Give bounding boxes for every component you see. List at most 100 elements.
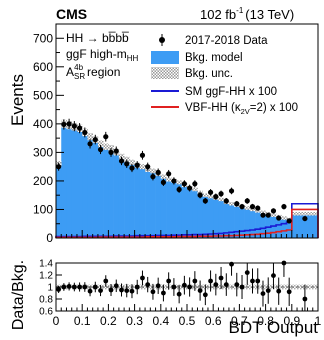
data-point bbox=[124, 161, 130, 167]
ratio-point bbox=[197, 288, 203, 293]
main-x-axis-ticks bbox=[55, 230, 319, 238]
legend-entry-model: Bkg. model bbox=[151, 51, 243, 64]
bkg-unc-band bbox=[312, 212, 319, 216]
legend-model-swatch bbox=[151, 51, 179, 64]
ratio-point bbox=[124, 288, 130, 293]
legend-entry-data: 2017-2018 Data bbox=[159, 34, 268, 47]
bkg-unc-band bbox=[218, 197, 224, 202]
legend-entry-vbf: VBF-HH (κ2V=2) x 100 bbox=[151, 102, 298, 116]
ratio-point bbox=[271, 273, 276, 278]
ratio-point bbox=[176, 291, 182, 297]
legend-entry-ggf: SM ggF-HH x 100 bbox=[151, 86, 277, 98]
data-point bbox=[302, 215, 308, 222]
bkg-model-bar bbox=[97, 143, 104, 238]
bkg-model-bar bbox=[113, 152, 120, 238]
data-point bbox=[129, 165, 135, 171]
data-point bbox=[270, 208, 277, 214]
data-point bbox=[181, 181, 187, 187]
ratio-y-tick-label: 0.6 bbox=[39, 307, 53, 318]
bkg-unc-band bbox=[291, 212, 298, 216]
bkg-model-bar bbox=[139, 166, 146, 238]
bkg-model-bar bbox=[87, 136, 93, 238]
data-point bbox=[66, 121, 72, 127]
ratio-point bbox=[87, 288, 93, 294]
data-point bbox=[260, 212, 266, 218]
data-point bbox=[202, 198, 208, 204]
ratio-point bbox=[61, 284, 67, 290]
bkg-model-bar bbox=[82, 132, 88, 238]
data-point bbox=[61, 121, 67, 128]
region-label: ASR4b region bbox=[66, 63, 120, 81]
ratio-point bbox=[155, 283, 161, 289]
bkg-unc-band bbox=[207, 194, 214, 199]
bkg-model-bar bbox=[276, 216, 282, 238]
data-point bbox=[197, 192, 203, 198]
bkg-model-bar bbox=[76, 128, 83, 238]
data-point bbox=[113, 148, 119, 154]
data-point bbox=[255, 205, 261, 211]
bkg-model-bar bbox=[223, 202, 230, 238]
x-tick-label: 0.5 bbox=[179, 314, 196, 328]
main-y-tick-label: 300 bbox=[33, 145, 53, 159]
main-y-axis-title: Events bbox=[8, 74, 27, 126]
main-y-tick-label: 200 bbox=[33, 174, 53, 188]
ratio-point bbox=[56, 287, 62, 292]
ratio-point bbox=[119, 287, 124, 293]
ratio-y-axis-title: Data/Bkg. bbox=[10, 260, 27, 330]
data-point bbox=[97, 146, 104, 153]
ratio-plot-panel: 0.60.811.21.4 0 0.1 0.2 0.3 0.4 0.5 0.6 0.7 0.8 0… bbox=[39, 259, 322, 329]
x-tick-label: 0 bbox=[53, 314, 60, 328]
ratio-point bbox=[250, 278, 255, 284]
x-tick-label: 0.1 bbox=[74, 314, 91, 328]
bkg-unc-band bbox=[255, 209, 261, 213]
legend-ggf-label: SM ggF-HH x 100 bbox=[185, 86, 277, 98]
bkg-unc-band bbox=[244, 206, 251, 210]
bkg-model-bar bbox=[129, 162, 135, 238]
x-tick-label: 1 bbox=[315, 314, 322, 328]
bkg-model-bar bbox=[207, 196, 214, 238]
bkg-model-bar bbox=[124, 159, 130, 238]
bkg-model-bar bbox=[192, 189, 198, 238]
main-y-tick-label: 500 bbox=[33, 88, 53, 102]
legend-entry-unc: Bkg. unc. bbox=[151, 67, 233, 80]
ratio-point bbox=[213, 282, 219, 287]
main-y-tick-label: 600 bbox=[33, 60, 53, 74]
data-point bbox=[213, 194, 219, 200]
data-point bbox=[223, 198, 229, 204]
ratio-point bbox=[276, 288, 282, 294]
bkg-unc-band bbox=[270, 213, 277, 217]
legend-vbf-label: VBF-HH (κ2V=2) x 100 bbox=[185, 102, 298, 116]
main-y-tick-label: 700 bbox=[33, 31, 53, 45]
category-label: ggF high-mHH bbox=[66, 47, 138, 63]
bkg-model-bar bbox=[103, 146, 109, 238]
bkg-model-bar bbox=[213, 198, 219, 238]
ratio-point bbox=[187, 284, 193, 290]
main-plot-panel: 0 100 200 300 400 500 600 700 bbox=[33, 23, 319, 245]
bkg-model-bar bbox=[108, 148, 114, 238]
legend-data-marker-icon bbox=[159, 37, 165, 43]
ratio-point bbox=[265, 288, 271, 293]
ratio-point bbox=[77, 284, 82, 290]
data-point bbox=[103, 134, 109, 140]
ratio-point bbox=[192, 278, 198, 284]
ratio-point bbox=[208, 278, 213, 284]
ratio-y-tick-label: 0.8 bbox=[39, 295, 53, 306]
x-tick-label: 0.3 bbox=[126, 314, 143, 328]
bkg-model-bar bbox=[297, 213, 303, 238]
data-point bbox=[187, 185, 193, 191]
ratio-point bbox=[302, 296, 308, 302]
bkg-model-bar bbox=[255, 210, 261, 238]
bkg-model-bar bbox=[281, 218, 287, 238]
bkg-unc-band bbox=[192, 187, 198, 192]
ratio-point bbox=[82, 284, 88, 290]
legend: 2017-2018 Data Bkg. model Bkg. unc. SM g… bbox=[151, 34, 298, 116]
ratio-point bbox=[166, 278, 172, 284]
data-point bbox=[139, 152, 146, 158]
bkg-model-bar bbox=[218, 199, 224, 238]
bkg-model-bar bbox=[197, 192, 204, 238]
x-tick-label: 0.6 bbox=[205, 314, 222, 328]
bkg-unc-band bbox=[297, 212, 303, 216]
bkg-unc-band bbox=[87, 133, 93, 141]
ratio-point bbox=[234, 282, 240, 287]
